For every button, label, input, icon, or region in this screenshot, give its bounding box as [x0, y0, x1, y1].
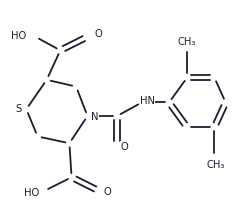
Text: CH₃: CH₃: [178, 37, 196, 47]
Text: HO: HO: [23, 188, 39, 198]
Text: O: O: [120, 142, 128, 152]
Text: O: O: [94, 30, 102, 40]
Text: O: O: [103, 187, 111, 197]
Text: S: S: [16, 104, 22, 114]
Text: CH₃: CH₃: [206, 160, 225, 170]
Text: N: N: [91, 112, 98, 122]
Text: HN: HN: [140, 96, 154, 106]
Text: HO: HO: [11, 31, 26, 41]
